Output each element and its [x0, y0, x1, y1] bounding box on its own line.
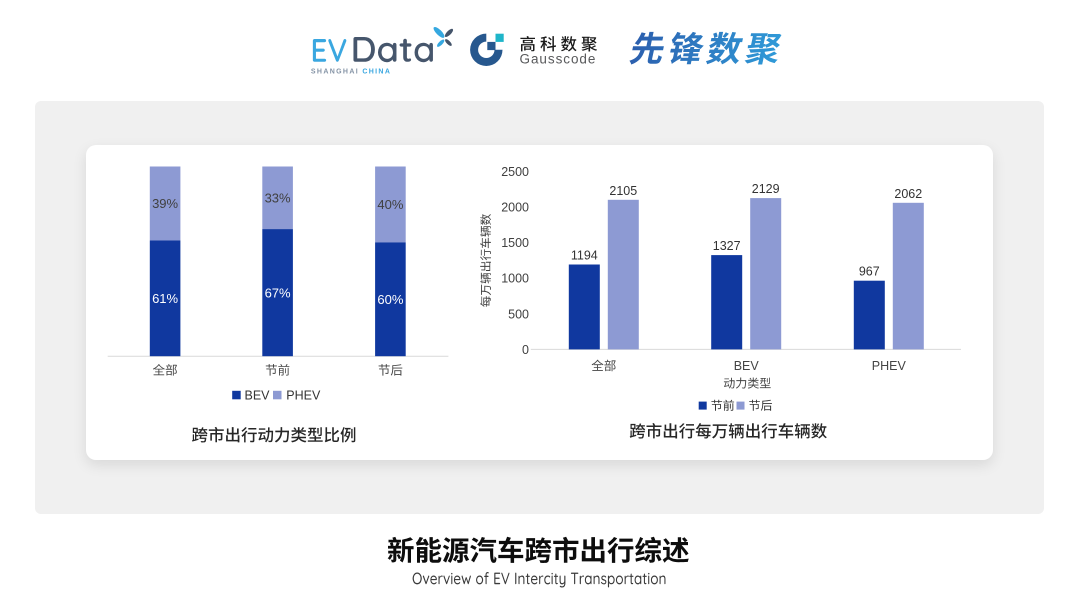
svg-text:2105: 2105 [609, 184, 637, 198]
svg-text:1000: 1000 [501, 272, 529, 286]
svg-text:39%: 39% [152, 196, 178, 211]
svg-text:2500: 2500 [501, 165, 529, 179]
svg-text:40%: 40% [377, 197, 403, 212]
svg-text:SHANGHAI CHINA: SHANGHAI CHINA [311, 69, 391, 76]
svg-text:61%: 61% [152, 291, 178, 306]
svg-text:967: 967 [859, 265, 880, 279]
svg-text:BEV: BEV [245, 388, 271, 402]
svg-text:500: 500 [508, 307, 529, 321]
svg-text:1327: 1327 [713, 239, 741, 253]
svg-text:2129: 2129 [752, 182, 780, 196]
svg-text:1500: 1500 [501, 236, 529, 250]
svg-text:60%: 60% [377, 292, 403, 307]
svg-text:Gausscode: Gausscode [520, 52, 597, 67]
svg-text:PHEV: PHEV [286, 388, 321, 402]
svg-text:67%: 67% [265, 285, 291, 300]
svg-text:0: 0 [522, 343, 529, 357]
svg-text:2000: 2000 [501, 201, 529, 215]
svg-text:33%: 33% [265, 190, 291, 205]
svg-text:PHEV: PHEV [872, 359, 907, 373]
svg-text:BEV: BEV [734, 359, 760, 373]
svg-text:1194: 1194 [571, 249, 598, 263]
svg-text:2062: 2062 [894, 187, 922, 201]
